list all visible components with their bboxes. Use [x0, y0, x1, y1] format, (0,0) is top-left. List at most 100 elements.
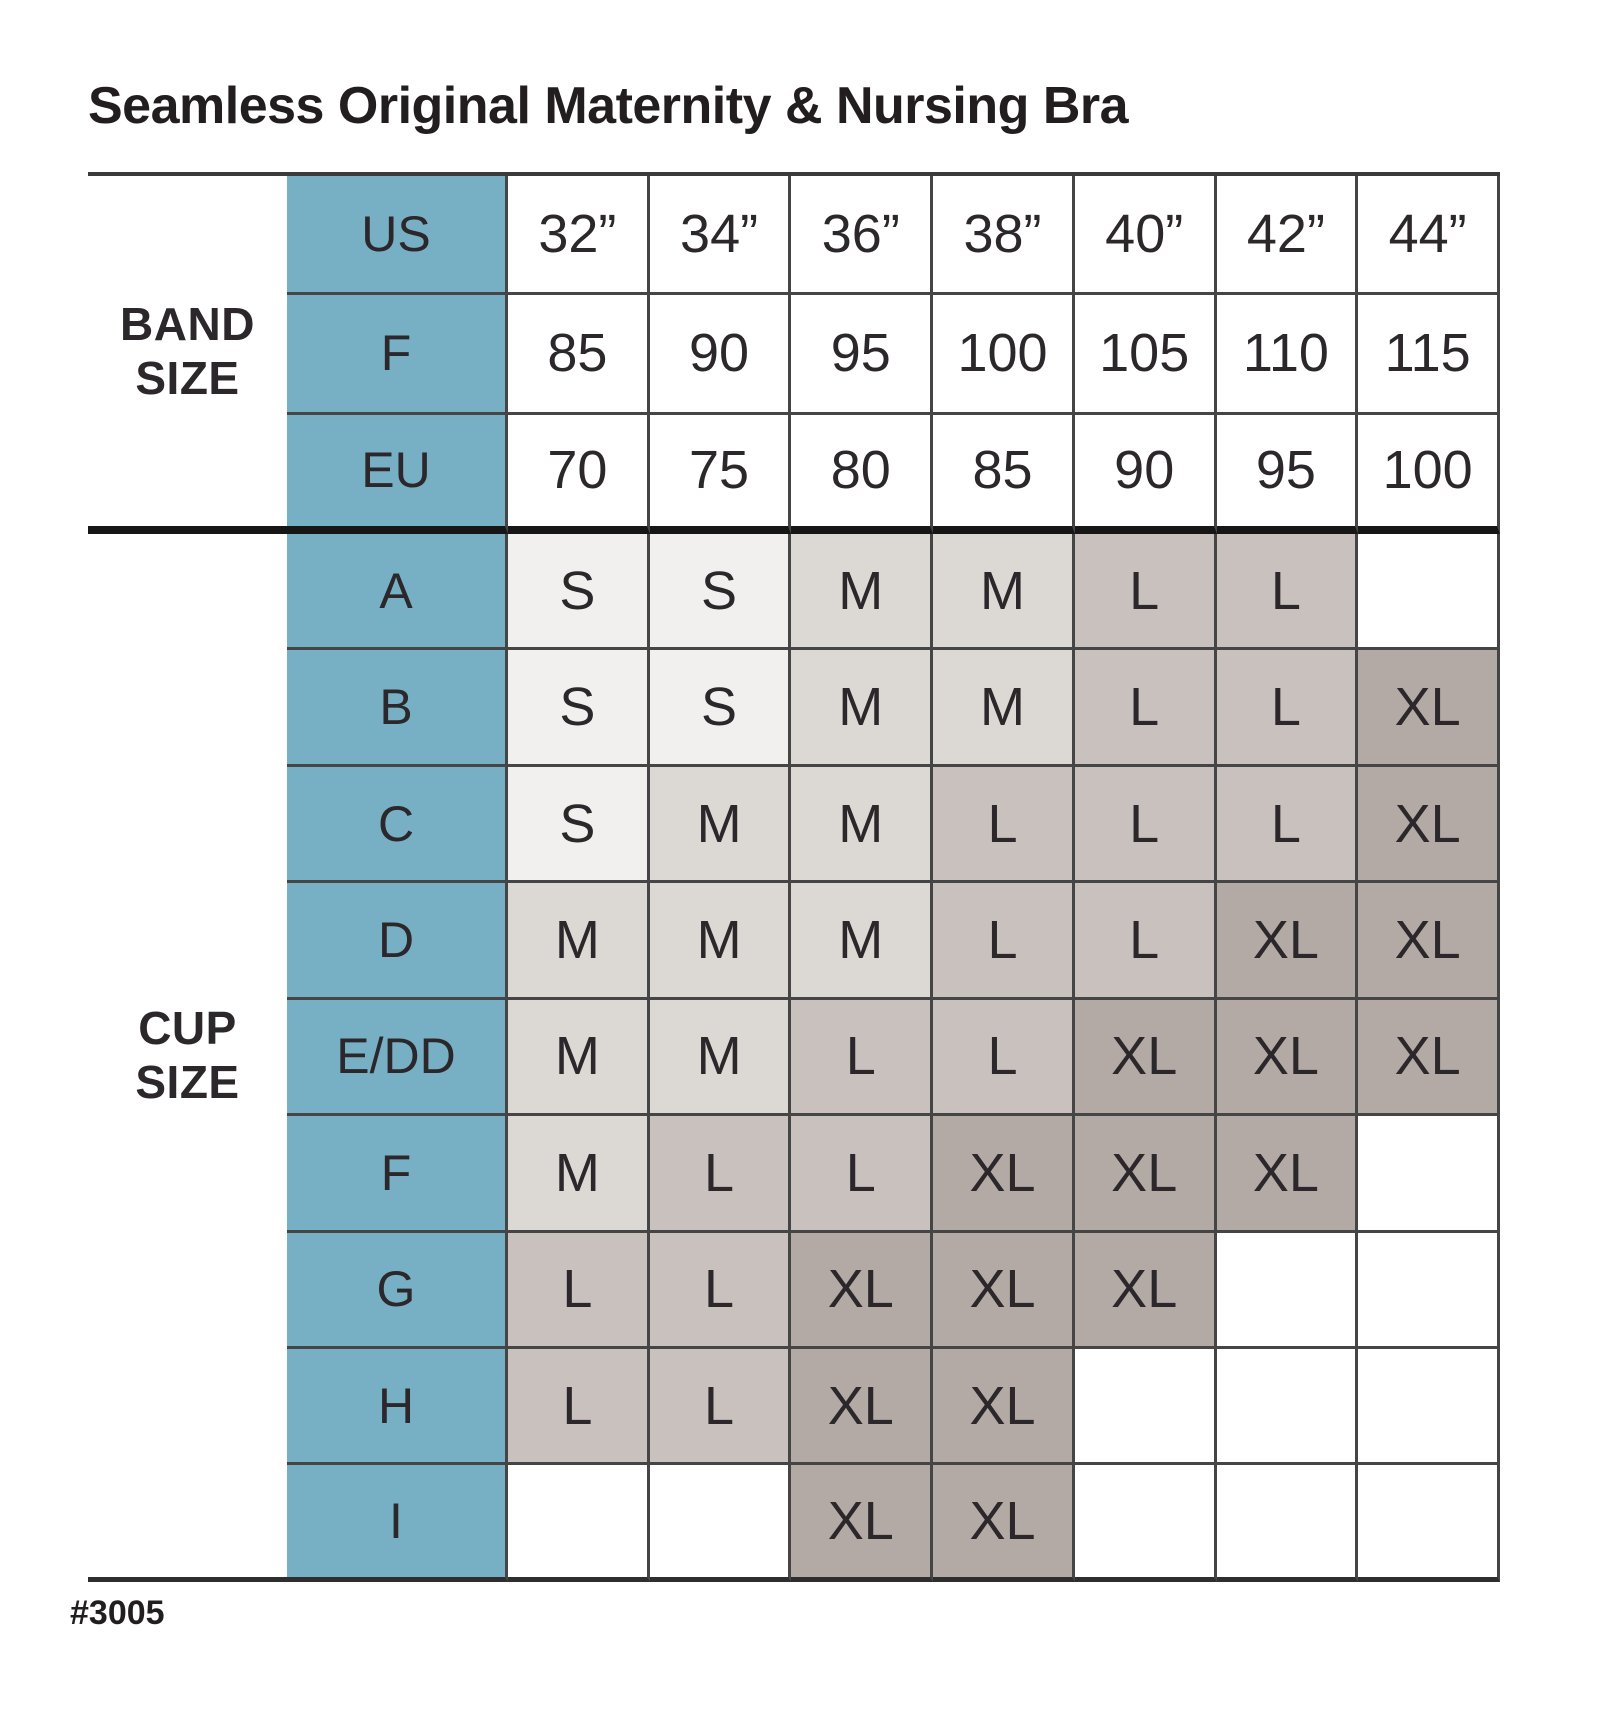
cup-size-cell: L	[508, 1349, 650, 1466]
cup-size-cell: S	[649, 533, 792, 651]
cup-size-cell	[1358, 1116, 1500, 1233]
cup-size-cell: XL	[1216, 999, 1359, 1117]
band-size-label: BAND SIZE	[88, 176, 287, 534]
cup-size-cell	[1358, 533, 1500, 651]
cup-row-label-C: C	[287, 766, 508, 884]
cup-size-cell: XL	[1216, 1116, 1359, 1233]
cup-size-cell: L	[1074, 883, 1217, 1000]
cup-row-label-I: I	[287, 1465, 508, 1582]
band-value-cell: 80	[791, 414, 934, 534]
band-value-cell: 85	[933, 414, 1075, 534]
cup-size-cell	[1216, 1232, 1359, 1350]
cup-size-cell: S	[508, 650, 650, 767]
cup-row-label-B: B	[287, 650, 508, 767]
cup-size-cell	[1074, 1349, 1217, 1466]
cup-size-cell: XL	[1358, 766, 1500, 884]
cup-size-cell: L	[791, 999, 934, 1117]
cup-size-cell: L	[933, 999, 1075, 1117]
band-value-cell: 95	[1216, 414, 1359, 534]
cup-size-cell	[1216, 1465, 1359, 1582]
cup-size-cell: L	[933, 883, 1075, 1000]
cup-size-cell: XL	[1358, 999, 1500, 1117]
cup-size-cell: M	[791, 650, 934, 767]
cup-size-cell: M	[791, 883, 934, 1000]
cup-size-cell: XL	[933, 1465, 1075, 1582]
cup-size-cell	[649, 1465, 792, 1582]
band-value-cell: 105	[1074, 295, 1217, 415]
band-value-cell: 90	[1074, 414, 1217, 534]
band-value-cell: 115	[1358, 295, 1500, 415]
cup-size-cell: XL	[1074, 999, 1217, 1117]
product-code: #3005	[70, 1594, 165, 1632]
cup-size-cell: M	[649, 883, 792, 1000]
cup-size-cell: XL	[791, 1232, 934, 1350]
cup-size-cell	[1358, 1349, 1500, 1466]
cup-size-cell	[1074, 1465, 1217, 1582]
cup-size-cell: L	[649, 1116, 792, 1233]
cup-size-cell: L	[1216, 533, 1359, 651]
cup-size-cell: S	[508, 533, 650, 651]
band-value-cell: 70	[508, 414, 650, 534]
cup-size-cell: XL	[1074, 1116, 1217, 1233]
cup-size-cell: XL	[933, 1349, 1075, 1466]
cup-size-label: CUP SIZE	[88, 533, 287, 1582]
cup-row-label-F: F	[287, 1116, 508, 1233]
band-value-cell: 34”	[649, 176, 792, 296]
cup-size-cell: M	[791, 766, 934, 884]
cup-size-cell: M	[933, 650, 1075, 767]
band-value-cell: 100	[933, 295, 1075, 415]
band-value-cell: 110	[1216, 295, 1359, 415]
cup-size-cell	[1358, 1465, 1500, 1582]
cup-row-label-A: A	[287, 533, 508, 651]
cup-size-cell: XL	[1216, 883, 1359, 1000]
cup-size-cell: M	[649, 766, 792, 884]
cup-size-cell: L	[791, 1116, 934, 1233]
cup-size-cell: L	[1074, 533, 1217, 651]
band-value-cell: 32”	[508, 176, 650, 296]
cup-size-cell: L	[1074, 650, 1217, 767]
cup-size-cell: XL	[1074, 1232, 1217, 1350]
cup-size-cell: L	[649, 1349, 792, 1466]
cup-size-cell: XL	[933, 1116, 1075, 1233]
band-value-cell: 38”	[933, 176, 1075, 296]
cup-size-cell: L	[933, 766, 1075, 884]
band-value-cell: 36”	[791, 176, 934, 296]
band-value-cell: 85	[508, 295, 650, 415]
band-value-cell: 75	[649, 414, 792, 534]
cup-size-cell: L	[508, 1232, 650, 1350]
band-row-label-US: US	[287, 176, 508, 296]
cup-size-cell: M	[791, 533, 934, 651]
cup-size-cell: L	[649, 1232, 792, 1350]
cup-size-cell: XL	[791, 1465, 934, 1582]
cup-size-cell: S	[508, 766, 650, 884]
cup-size-cell: L	[1216, 650, 1359, 767]
cup-size-cell: XL	[791, 1349, 934, 1466]
band-row-label-F: F	[287, 295, 508, 415]
cup-size-cell	[508, 1465, 650, 1582]
cup-size-cell: XL	[1358, 650, 1500, 767]
cup-size-cell: M	[933, 533, 1075, 651]
cup-size-cell: M	[508, 883, 650, 1000]
band-value-cell: 42”	[1216, 176, 1359, 296]
cup-size-cell: M	[508, 999, 650, 1117]
cup-size-cell: M	[649, 999, 792, 1117]
cup-row-label-H: H	[287, 1349, 508, 1466]
cup-row-label-E/DD: E/DD	[287, 999, 508, 1117]
band-value-cell: 100	[1358, 414, 1500, 534]
band-row-label-EU: EU	[287, 414, 508, 534]
size-chart-table: BAND SIZE US 32” 34” 36” 38” 40” 42” 44” F 85 90 95 1…	[88, 172, 1500, 1582]
cup-size-cell: M	[508, 1116, 650, 1233]
band-value-cell: 95	[791, 295, 934, 415]
cup-size-cell: S	[649, 650, 792, 767]
cup-size-cell: L	[1074, 766, 1217, 884]
band-value-cell: 40”	[1074, 176, 1217, 296]
page-title: Seamless Original Maternity & Nursing Br…	[88, 77, 1129, 135]
cup-row-label-D: D	[287, 883, 508, 1000]
cup-size-cell: XL	[933, 1232, 1075, 1350]
band-value-cell: 44”	[1358, 176, 1500, 296]
cup-size-cell: L	[1216, 766, 1359, 884]
cup-row-label-G: G	[287, 1232, 508, 1350]
cup-size-cell: XL	[1358, 883, 1500, 1000]
cup-size-cell	[1216, 1349, 1359, 1466]
